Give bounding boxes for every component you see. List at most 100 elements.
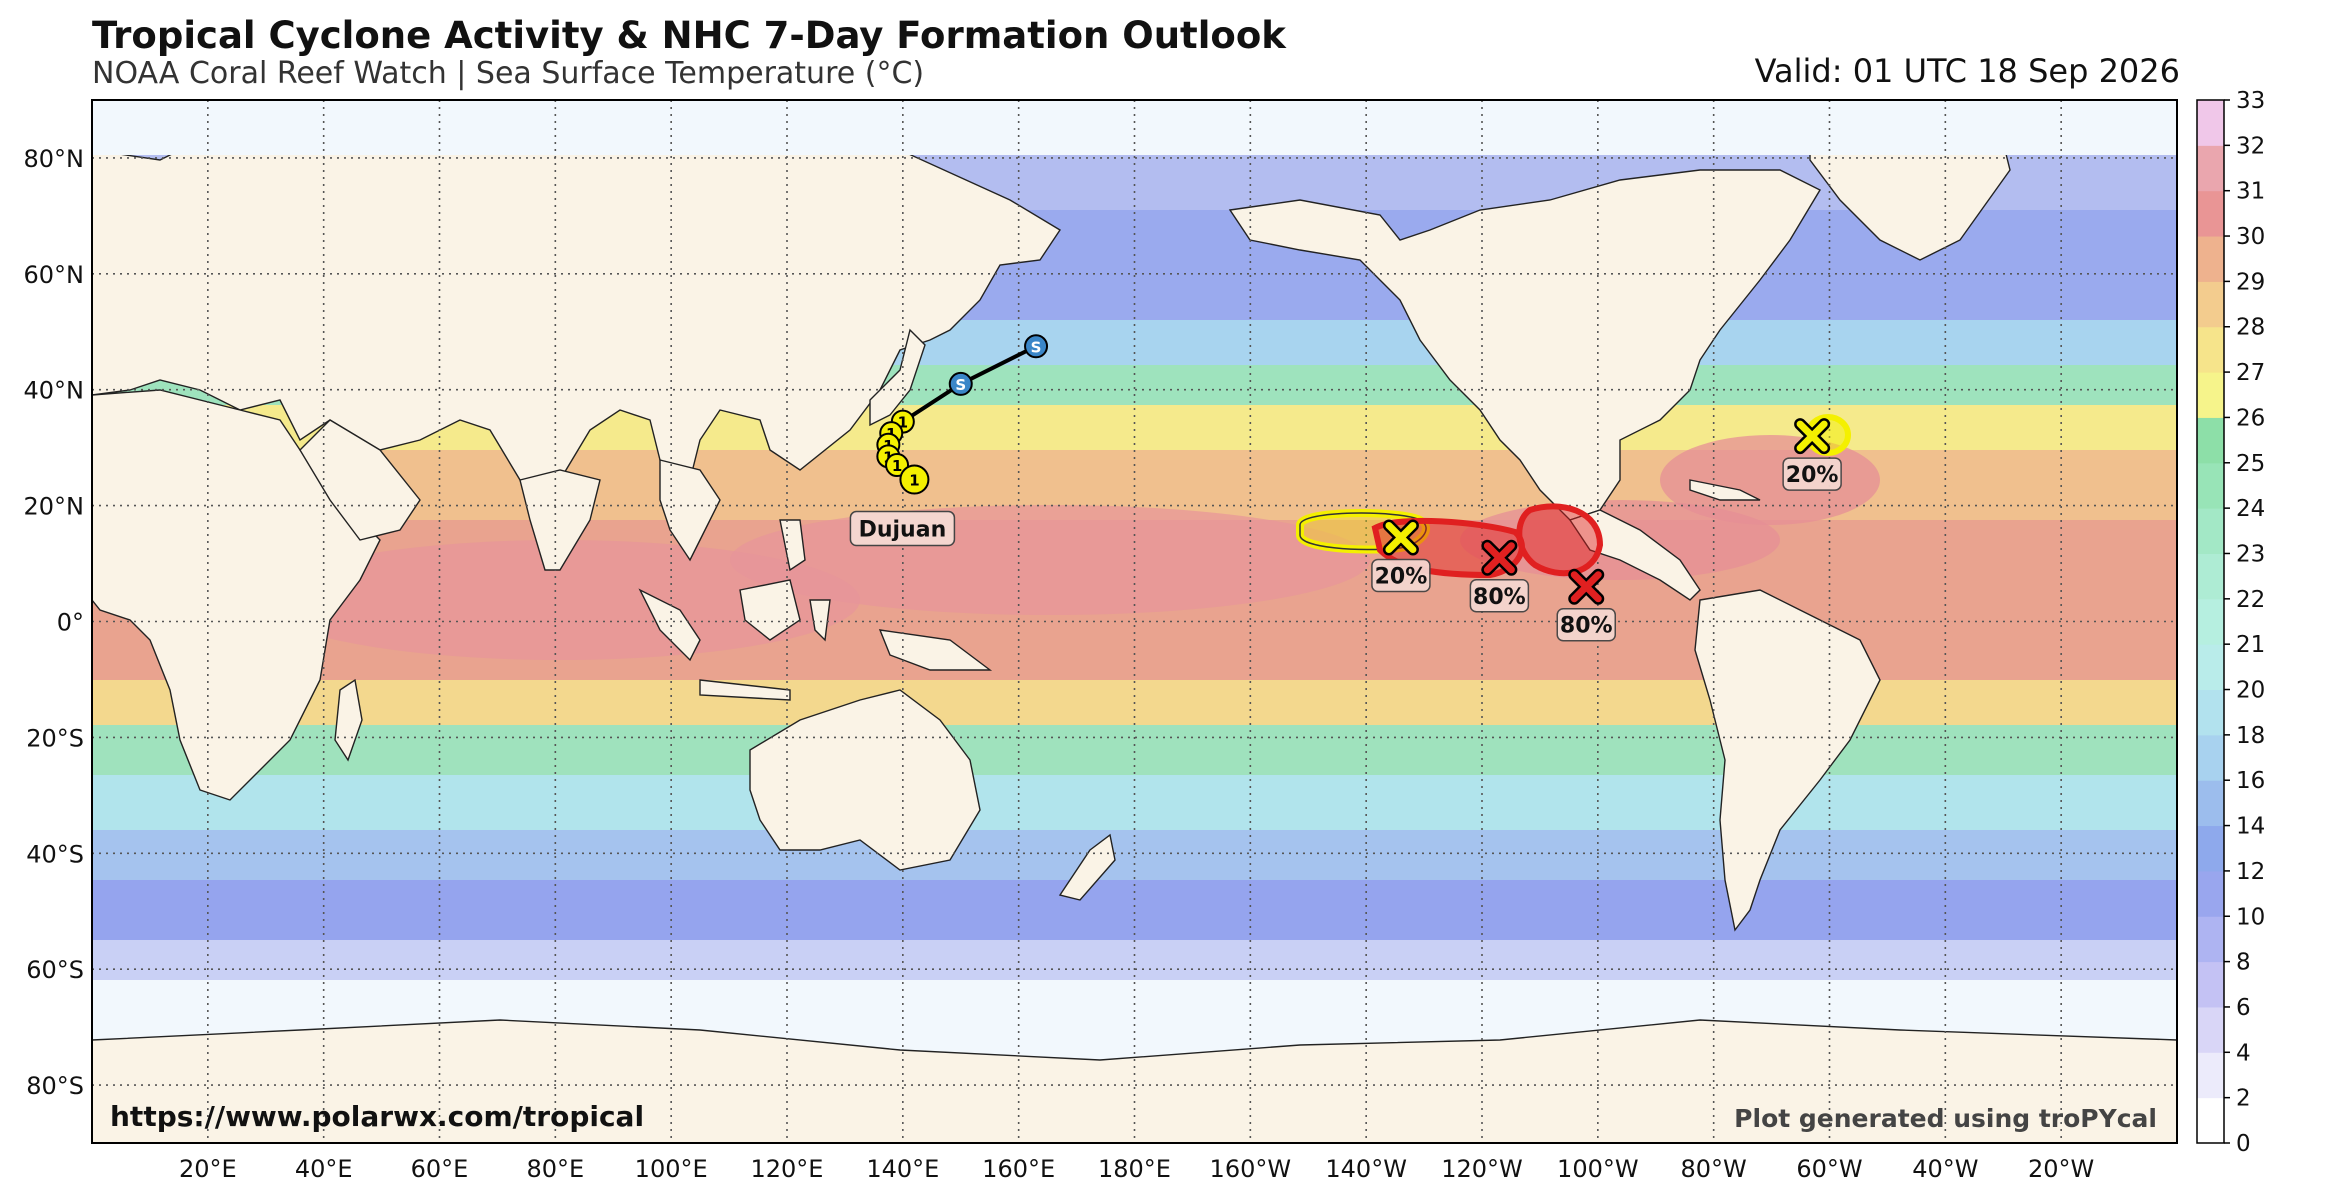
track-point <box>1024 334 1049 359</box>
colorbar-tick-label: 12 <box>2236 859 2265 885</box>
lon-tick-label: 60°E <box>411 1155 469 1183</box>
colorbar: 0246810121416182021222324252627282930313… <box>2196 88 2265 1157</box>
colorbar-tick-label: 30 <box>2236 224 2265 250</box>
x-marker <box>1385 521 1417 553</box>
lat-tick-label: 60°N <box>24 261 85 289</box>
philippines <box>779 519 806 572</box>
colorbar-tick-label: 28 <box>2236 315 2265 341</box>
colorbar-segment <box>2197 508 2224 554</box>
track-point <box>899 464 930 495</box>
outlook-area-80-east-pacific-east <box>1516 503 1604 577</box>
track-point-category: S <box>955 376 966 394</box>
lat-tick-label: 40°S <box>26 840 84 868</box>
colorbar-tick-label: 14 <box>2236 814 2265 840</box>
sst-band-south-cold <box>92 880 2177 940</box>
lon-tick-label: 100°W <box>1557 1155 1639 1183</box>
track-point-category: 1 <box>898 414 908 432</box>
south-america-landmass <box>1694 589 1881 932</box>
x-marker <box>1483 542 1515 574</box>
plot-credit: Plot generated using troPYcal <box>1734 1104 2157 1133</box>
colorbar-tick-label: 6 <box>2236 995 2251 1021</box>
colorbar-segment <box>2197 417 2224 464</box>
lon-tick-label: 20°E <box>179 1155 237 1183</box>
sst-warm-pool-west-pacific <box>730 505 1370 615</box>
colorbar-segment <box>2197 145 2224 192</box>
source-url[interactable]: https://www.polarwx.com/tropical <box>110 1100 645 1133</box>
colorbar-segment <box>2197 326 2224 373</box>
colorbar-tick-label: 18 <box>2236 723 2265 749</box>
track-point-category: 1 <box>909 472 919 490</box>
australia-landmass <box>749 689 981 871</box>
lon-tick-label: 20°W <box>2028 1155 2094 1183</box>
colorbar-segment <box>2197 825 2224 872</box>
lat-tick-label: 40°N <box>24 377 85 405</box>
outlook-marker: 20% <box>1782 418 1842 491</box>
outlook-area-20-outline <box>1299 512 1427 551</box>
lon-tick-label: 40°W <box>1912 1155 1978 1183</box>
land <box>92 109 2177 1143</box>
sst-warm-pool-indian <box>260 540 860 660</box>
borneo <box>739 579 801 641</box>
lon-tick-label: 140°W <box>1325 1155 1407 1183</box>
colorbar-segment <box>2197 190 2224 237</box>
lon-tick-label: 160°W <box>1210 1155 1292 1183</box>
lon-tick-label: 140°E <box>866 1155 939 1183</box>
colorbar-segment <box>2197 236 2224 282</box>
colorbar-segment <box>2197 598 2224 645</box>
colorbar-tick-label: 23 <box>2236 541 2265 567</box>
outlook-markers: 20% 80% 80% 20% <box>1371 418 1842 642</box>
map-subtitle: NOAA Coral Reef Watch | Sea Surface Temp… <box>92 56 925 91</box>
africa-landmass <box>92 389 381 801</box>
sst-band-south-warm <box>92 725 2177 775</box>
outlook-label: 20% <box>1375 564 1428 589</box>
gridlines <box>92 100 2177 1143</box>
central-america <box>1568 509 1701 601</box>
outlook-label: 20% <box>1786 463 1839 488</box>
colorbar-tick-label: 26 <box>2236 405 2265 431</box>
x-marker <box>1796 420 1828 452</box>
arabia <box>299 419 421 541</box>
new-zealand <box>1058 833 1116 901</box>
colorbar-tick-label: 10 <box>2236 904 2265 930</box>
colorbar-tick-label: 33 <box>2236 88 2265 114</box>
sst-band-south-polar <box>92 940 2177 980</box>
track-point <box>948 371 973 396</box>
colorbar-tick-label: 0 <box>2236 1131 2251 1157</box>
colorbar-tick-label: 29 <box>2236 269 2265 295</box>
axis-labels: 20°E 40°E 60°E 80°E 100°E 120°E 140°E 160°E 180°… <box>24 145 2095 1183</box>
madagascar <box>334 678 363 762</box>
outlook-label: 80% <box>1473 585 1526 610</box>
colorbar-segment <box>2197 961 2224 1008</box>
lon-tick-label: 100°E <box>635 1155 708 1183</box>
colorbar-tick-label: 16 <box>2236 768 2265 794</box>
north-america-landmass <box>1228 169 1821 521</box>
x-marker <box>1570 571 1602 603</box>
colorbar-segment <box>2197 644 2224 691</box>
japan <box>869 328 926 427</box>
india <box>519 469 601 571</box>
colorbar-tick-label: 27 <box>2236 360 2265 386</box>
outlook-label: 80% <box>1560 614 1613 639</box>
outlook-marker: 20% <box>1371 519 1431 593</box>
colorbar-tick-label: 24 <box>2236 496 2265 522</box>
outlook-label-box <box>1782 457 1842 491</box>
valid-time: Valid: 01 UTC 18 Sep 2026 <box>1754 52 2180 90</box>
colorbar-tick-label: 20 <box>2236 678 2265 704</box>
storm-overlays <box>1296 414 1851 579</box>
cuba <box>1689 479 1761 501</box>
track-point-category: S <box>1031 338 1042 356</box>
colorbar-segment <box>2197 734 2224 781</box>
map-title: Tropical Cyclone Activity & NHC 7-Day Fo… <box>92 14 1286 57</box>
lon-tick-label: 160°E <box>982 1155 1055 1183</box>
colorbar-tick-label: 32 <box>2236 133 2265 159</box>
colorbar-tick-label: 2 <box>2236 1086 2251 1112</box>
colorbar-tick-label: 8 <box>2236 950 2251 976</box>
colorbar-segment <box>2197 1052 2224 1099</box>
colorbar-segment <box>2197 689 2224 736</box>
colorbar-tick-label: 31 <box>2236 179 2265 205</box>
colorbar-segment <box>2197 462 2224 509</box>
colorbar-segment <box>2197 780 2224 827</box>
lon-tick-label: 40°E <box>295 1155 353 1183</box>
sst-band-south-cool <box>92 830 2177 880</box>
sulawesi <box>809 599 831 642</box>
